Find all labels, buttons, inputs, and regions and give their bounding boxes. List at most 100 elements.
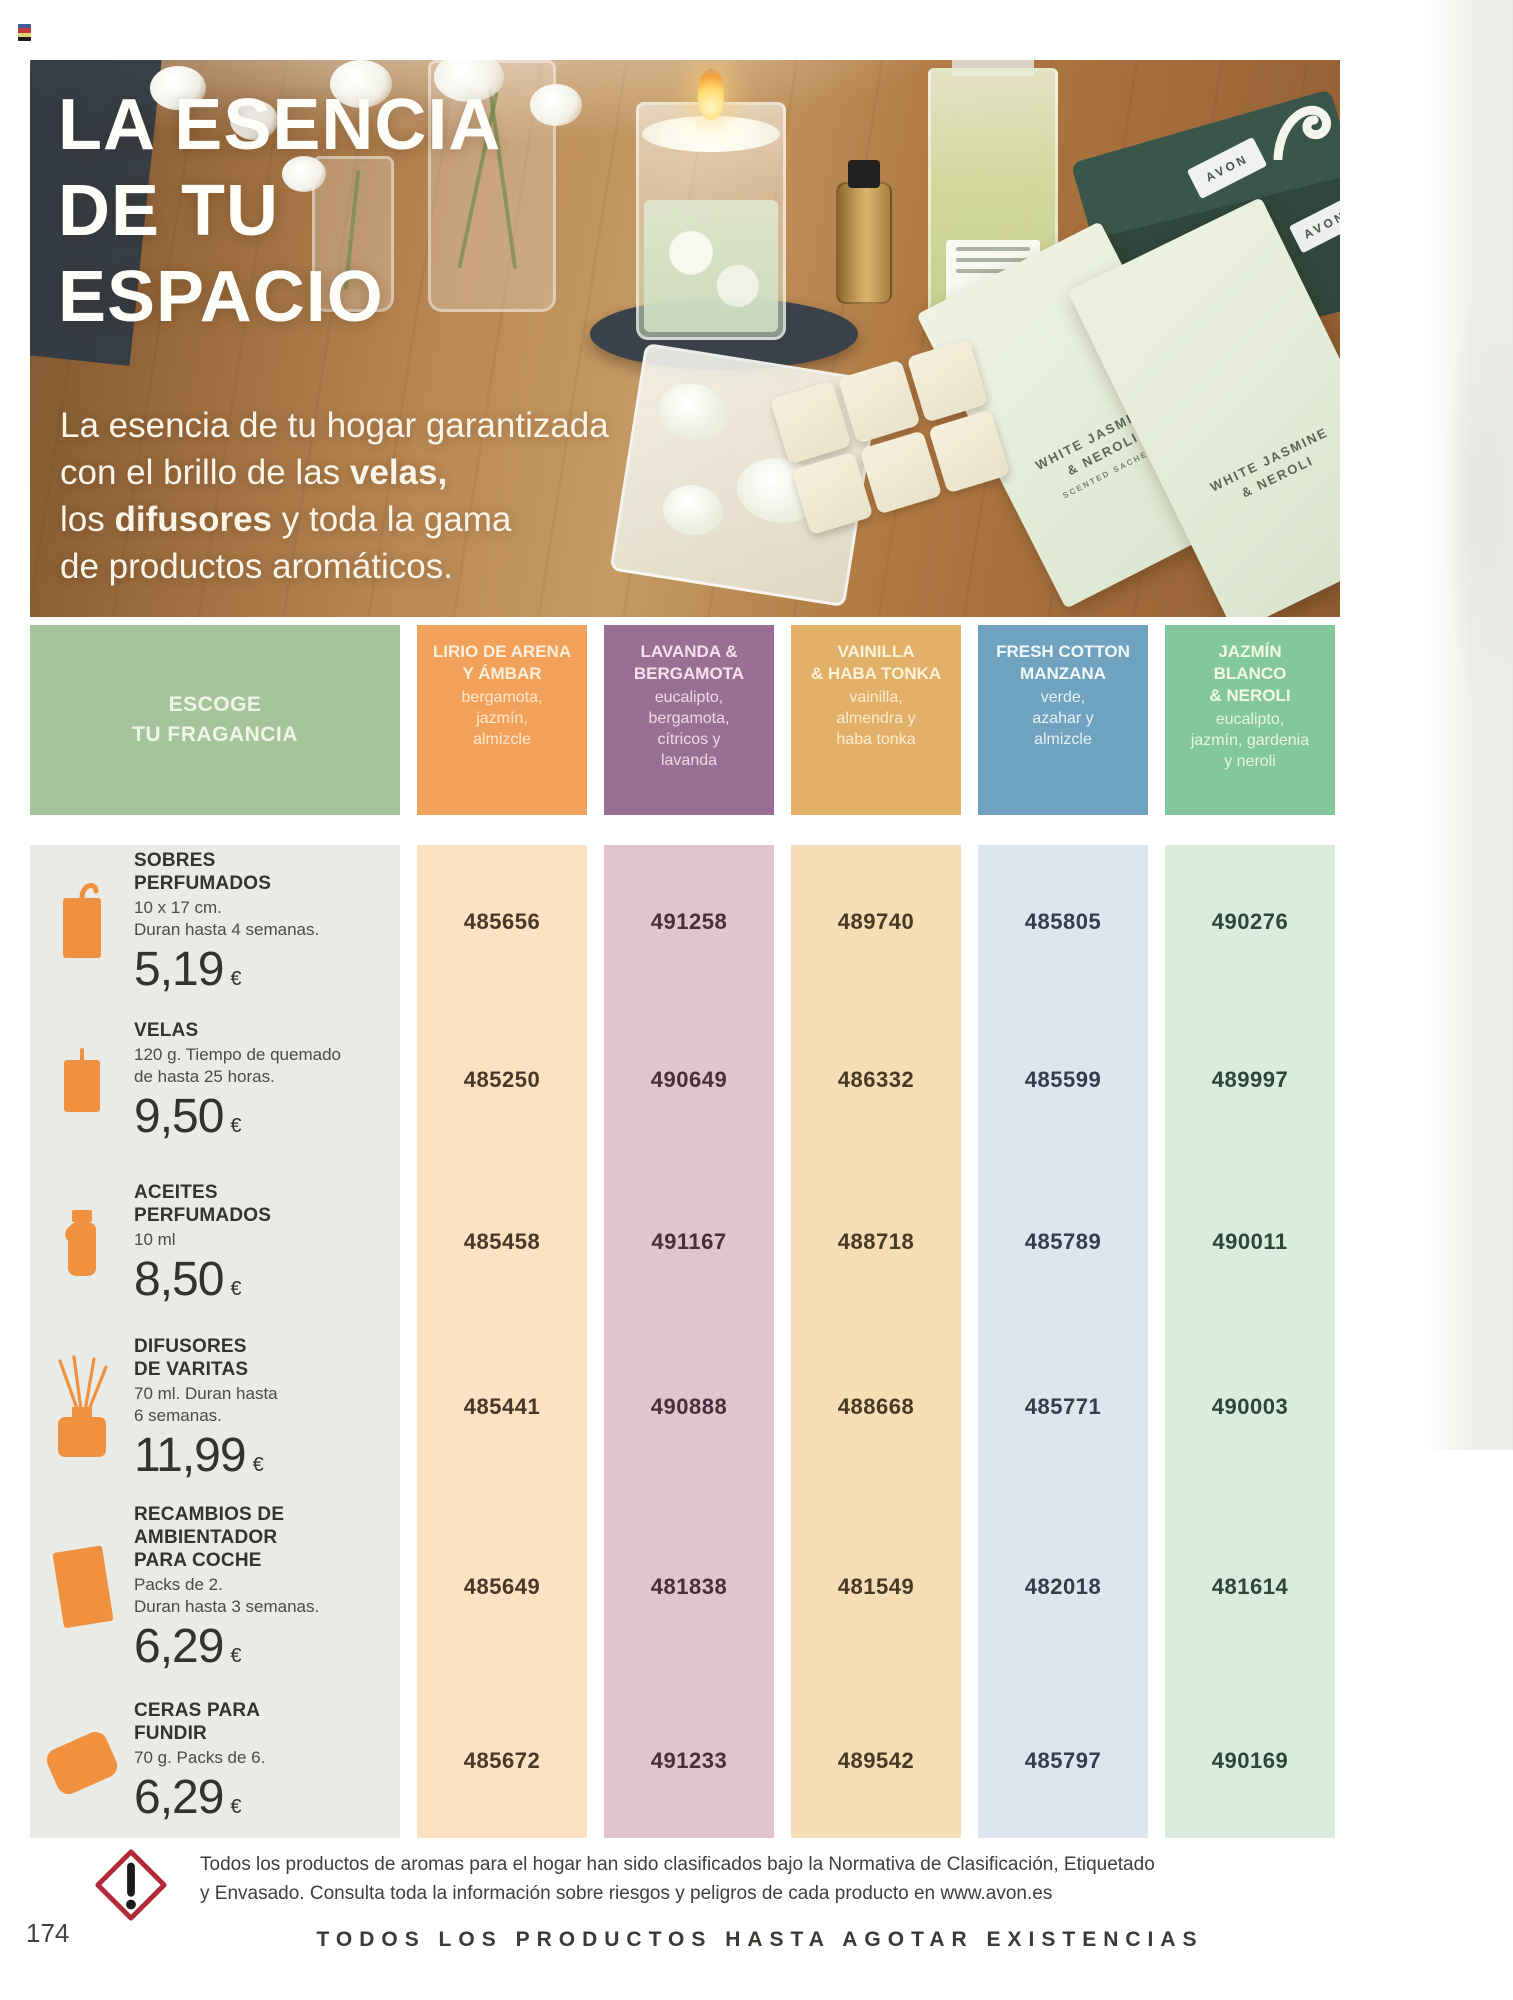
- candle-icon: [30, 1042, 134, 1118]
- product-row-velas: VELAS 120 g. Tiempo de quemado de hasta …: [30, 998, 400, 1161]
- footer-notice: TODOS LOS PRODUCTOS HASTA AGOTAR EXISTEN…: [316, 1928, 1204, 1951]
- product-details: 70 ml. Duran hasta 6 semanas.: [134, 1383, 278, 1425]
- product-code: 481614: [1165, 1491, 1335, 1683]
- reed-diffuser-icon: [30, 1355, 134, 1459]
- product-code: 485250: [417, 998, 587, 1161]
- flower: [434, 60, 504, 102]
- column-notes: eucalipto, jazmín, gardenia y neroli: [1190, 711, 1310, 770]
- product-code: 489740: [791, 845, 961, 998]
- product-row-ceras-para-fundir: CERAS PARA FUNDIR 70 g. Packs de 6. 6,29…: [30, 1683, 400, 1838]
- fragrance-table-header: ESCOGE TU FRAGANCIA LIRIO DE ARENA Y ÁMB…: [30, 625, 1335, 815]
- product-title: ACEITES PERFUMADOS: [134, 1181, 272, 1226]
- candle-flame: [698, 68, 724, 120]
- product-price: 5,19 €: [134, 943, 242, 996]
- product-details: 120 g. Tiempo de quemado de hasta 25 hor…: [134, 1044, 341, 1086]
- flower: [282, 156, 326, 192]
- product-price: 6,29 €: [134, 1620, 242, 1673]
- column-header-fresh-cotton-manzana: FRESH COTTON MANZANA verde, azahar y alm…: [978, 625, 1148, 815]
- product-code: 488718: [791, 1161, 961, 1323]
- column-notes: bergamota, jazmín, almizcle: [461, 689, 543, 748]
- column-notes: vainilla, almendra y haba tonka: [836, 689, 916, 748]
- flower: [330, 60, 392, 108]
- column-name: LIRIO DE ARENA Y ÁMBAR: [432, 642, 572, 683]
- product-price: 8,50 €: [134, 1252, 242, 1306]
- product-details: 10 ml: [134, 1229, 176, 1249]
- product-details: 10 x 17 cm. Duran hasta 4 semanas.: [134, 898, 320, 939]
- safety-warning: Todos los productos de aromas para el ho…: [92, 1846, 1422, 1924]
- product-code: 481549: [791, 1491, 961, 1683]
- product-code: 489542: [791, 1683, 961, 1838]
- product-row-recambios-ambientador-coche: RECAMBIOS DE AMBIENTADOR PARA COCHE Pack…: [30, 1491, 400, 1683]
- hazard-warning-icon: [95, 1849, 167, 1921]
- product-code: 485599: [978, 998, 1148, 1161]
- flower: [530, 84, 582, 126]
- hero-title: LA ESENCIA DE TU ESPACIO: [58, 85, 502, 337]
- adjacent-page-shade: [1425, 0, 1513, 1450]
- product-price: 9,50 €: [134, 1089, 242, 1143]
- product-title: RECAMBIOS DE AMBIENTADOR PARA COCHE: [134, 1504, 285, 1571]
- column-notes: eucalipto, bergamota, cítricos y lavanda: [648, 689, 730, 769]
- flower: [230, 100, 278, 140]
- product-code: 481838: [604, 1491, 774, 1683]
- product-code: 485797: [978, 1683, 1148, 1838]
- column-header-jazmin-blanco-neroli: JAZMÍN BLANCO & NEROLI eucalipto, jazmín…: [1165, 625, 1335, 815]
- column-name: LAVANDA & BERGAMOTA: [633, 642, 745, 683]
- product-code: 489997: [1165, 998, 1335, 1161]
- product-row-sobres-perfumados: SOBRES PERFUMADOS 10 x 17 cm. Duran hast…: [30, 845, 400, 998]
- product-code: 485805: [978, 845, 1148, 998]
- column-name: JAZMÍN BLANCO & NEROLI: [1209, 642, 1291, 705]
- product-row-difusores-de-varitas: DIFUSORES DE VARITAS 70 ml. Duran hasta …: [30, 1323, 400, 1491]
- product-code: 485771: [978, 1323, 1148, 1491]
- car-freshener-icon: [30, 1535, 134, 1639]
- column-name: VAINILLA & HABA TONKA: [810, 642, 942, 683]
- product-code: 490649: [604, 998, 774, 1161]
- hanger-hook-icon: [1273, 105, 1331, 160]
- adjacent-page-shadow: [1445, 290, 1513, 710]
- column-header-lirio-de-arena: LIRIO DE ARENA Y ÁMBAR bergamota, jazmín…: [417, 625, 587, 815]
- product-price: 11,99 €: [134, 1428, 264, 1482]
- product-code: 485672: [417, 1683, 587, 1838]
- product-code: 485649: [417, 1491, 587, 1683]
- wax-melt-icon: [30, 1715, 134, 1807]
- column-header-vainilla-haba-tonka: VAINILLA & HABA TONKA vainilla, almendra…: [791, 625, 961, 815]
- product-code: 486332: [791, 998, 961, 1161]
- sachet-name: WHITE JASMINE & NEROLI: [1207, 424, 1331, 501]
- sachet-icon: [30, 876, 134, 968]
- candle-label: [644, 200, 778, 332]
- product-code: 485441: [417, 1323, 587, 1491]
- product-title: VELAS: [134, 1019, 199, 1041]
- product-code: 490011: [1165, 1161, 1335, 1323]
- fragrance-table-body: SOBRES PERFUMADOS 10 x 17 cm. Duran hast…: [30, 845, 1335, 1838]
- column-header-lavanda-bergamota: LAVANDA & BERGAMOTA eucalipto, bergamota…: [604, 625, 774, 815]
- column-name: FRESH COTTON MANZANA: [996, 642, 1130, 683]
- oil-bottle-icon: [30, 1204, 134, 1280]
- product-code: 491258: [604, 845, 774, 998]
- product-code: 491233: [604, 1683, 774, 1838]
- product-row-aceites-perfumados: ACEITES PERFUMADOS 10 ml 8,50 €: [30, 1161, 400, 1323]
- registration-mark: [18, 24, 31, 41]
- product-title: CERAS PARA FUNDIR: [134, 1700, 261, 1744]
- product-code: 490888: [604, 1323, 774, 1491]
- choose-fragrance-header: ESCOGE TU FRAGANCIA: [30, 625, 400, 815]
- product-title: DIFUSORES DE VARITAS: [134, 1335, 249, 1380]
- product-details: Packs de 2. Duran hasta 3 semanas.: [134, 1575, 320, 1616]
- product-price: 6,29 €: [134, 1771, 242, 1824]
- oil-bottle: [836, 182, 892, 304]
- product-code: 482018: [978, 1491, 1148, 1683]
- oil-bottle-cap: [848, 160, 880, 188]
- safety-warning-text: Todos los productos de aromas para el ho…: [200, 1854, 1155, 1904]
- product-code: 490276: [1165, 845, 1335, 998]
- product-details: 70 g. Packs de 6.: [134, 1748, 266, 1767]
- product-code: 485789: [978, 1161, 1148, 1323]
- candle-wax: [642, 116, 780, 152]
- hero-photo: WHITE JASMINE & NEROLI SCENTED SACHETS W…: [30, 60, 1340, 617]
- product-code: 485656: [417, 845, 587, 998]
- product-code: 490003: [1165, 1323, 1335, 1491]
- page-number: 174: [26, 1918, 70, 1948]
- product-code: 488668: [791, 1323, 961, 1491]
- hero-intro: La esencia de tu hogar garantizada con e…: [60, 406, 609, 586]
- flower: [150, 66, 206, 110]
- product-code: 490169: [1165, 1683, 1335, 1838]
- product-code: 485458: [417, 1161, 587, 1323]
- column-notes: verde, azahar y almizcle: [1032, 689, 1094, 748]
